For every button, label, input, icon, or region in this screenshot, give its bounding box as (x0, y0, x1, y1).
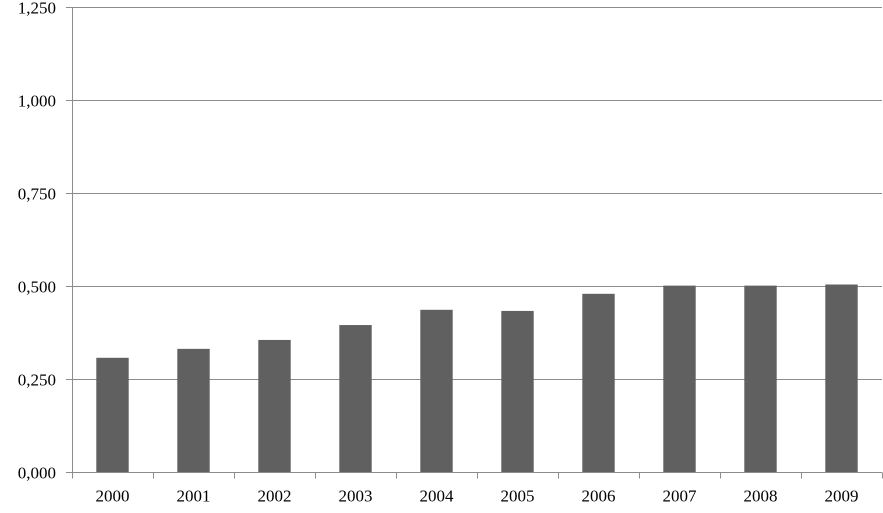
x-tick-label: 2009 (825, 487, 859, 506)
bar-2009 (825, 284, 858, 472)
x-tick-label: 2007 (663, 487, 698, 506)
bar-2003 (339, 325, 372, 472)
x-tick-label: 2004 (420, 487, 455, 506)
x-tick-label: 2003 (339, 487, 373, 506)
x-tick-label: 2006 (582, 487, 616, 506)
x-tick-label: 2002 (258, 487, 292, 506)
y-tick-label: 1,000 (18, 92, 56, 111)
x-tick-labels: 2000 2001 2002 2003 2004 2005 2006 2007 2008 2009 (96, 487, 859, 506)
x-tick-label: 2001 (177, 487, 211, 506)
y-tick-label: 0,250 (18, 371, 56, 390)
y-tick-label: 0,750 (18, 185, 56, 204)
bar-2002 (258, 339, 291, 472)
x-tick-label: 2000 (96, 487, 130, 506)
bar-2007 (663, 285, 696, 472)
y-tick-label: 0,000 (18, 464, 56, 483)
bar-2001 (177, 348, 210, 472)
bar-2008 (744, 285, 777, 472)
bars (96, 284, 858, 472)
axes (66, 7, 883, 479)
bar-2004 (420, 309, 453, 472)
bar-2005 (501, 310, 534, 472)
x-tick-label: 2005 (501, 487, 535, 506)
y-tick-labels: 0,000 0,250 0,500 0,750 1,000 1,250 (18, 0, 56, 483)
y-tick-label: 0,500 (18, 278, 56, 297)
y-tick-label: 1,250 (18, 0, 56, 18)
bar-2006 (582, 293, 615, 472)
x-tick-label: 2008 (744, 487, 778, 506)
bar-2000 (96, 357, 129, 472)
